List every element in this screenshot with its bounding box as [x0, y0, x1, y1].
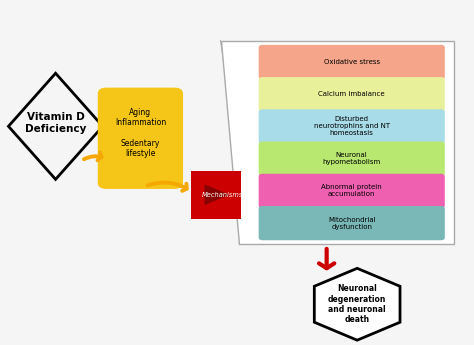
Text: Vitamin D
Deficiency: Vitamin D Deficiency: [25, 112, 86, 134]
Text: Calcium imbalance: Calcium imbalance: [319, 91, 385, 97]
Text: Abnormal protein
accumulation: Abnormal protein accumulation: [321, 184, 382, 197]
Text: Mechanisms: Mechanisms: [202, 192, 244, 198]
FancyBboxPatch shape: [259, 45, 445, 79]
Text: Oxidative stress: Oxidative stress: [324, 59, 380, 65]
Polygon shape: [314, 268, 400, 340]
Polygon shape: [220, 41, 454, 244]
Text: Aging
Inflammation

Sedentary
lifestyle: Aging Inflammation Sedentary lifestyle: [115, 108, 166, 158]
Text: Mitochondrial
dysfunction: Mitochondrial dysfunction: [328, 217, 375, 230]
FancyBboxPatch shape: [259, 77, 445, 111]
FancyBboxPatch shape: [191, 171, 240, 219]
Text: Neuronal
degeneration
and neuronal
death: Neuronal degeneration and neuronal death: [328, 284, 386, 324]
Text: Neuronal
hypometabolism: Neuronal hypometabolism: [323, 152, 381, 165]
Text: Disturbed
neurotrophins and NT
homeostasis: Disturbed neurotrophins and NT homeostas…: [314, 117, 390, 136]
FancyBboxPatch shape: [259, 141, 445, 176]
FancyBboxPatch shape: [259, 206, 445, 240]
FancyBboxPatch shape: [259, 174, 445, 208]
Polygon shape: [204, 184, 229, 205]
FancyBboxPatch shape: [259, 109, 445, 144]
FancyBboxPatch shape: [98, 88, 183, 189]
